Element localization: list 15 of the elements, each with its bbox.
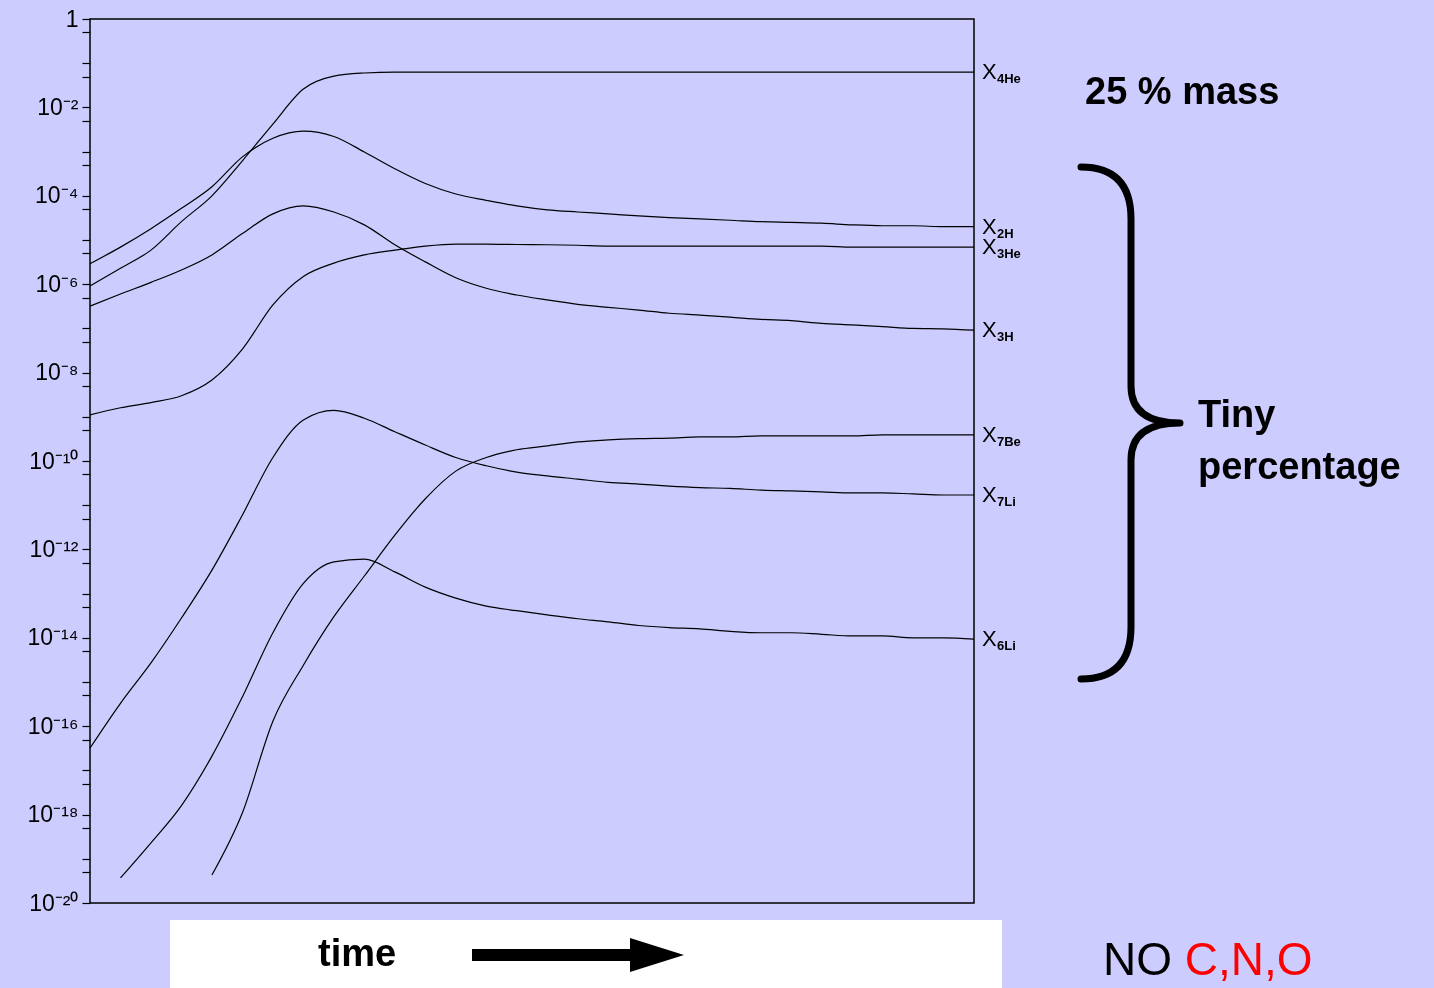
y-tick-label: 10⁻² xyxy=(37,93,79,120)
x-axis-title: time xyxy=(318,932,397,975)
y-tick-label: 10⁻⁶ xyxy=(35,270,79,297)
y-tick-label: 10⁻¹⁸ xyxy=(27,801,79,828)
y-tick-label: 10⁻⁴ xyxy=(35,182,79,209)
y-tick-label: 10⁻¹⁶ xyxy=(27,712,79,739)
y-tick-label: 10⁻¹⁰ xyxy=(29,447,79,474)
y-tick-label: 10⁻²⁰ xyxy=(29,889,79,916)
y-tick-label: 10⁻¹² xyxy=(29,535,79,562)
y-tick-label: 10⁻¹⁴ xyxy=(27,624,79,651)
y-tick-label: 1 xyxy=(65,5,79,32)
text: NO C,N,O xyxy=(1103,933,1313,985)
y-tick-label: 10⁻⁸ xyxy=(35,359,79,386)
text: 25 % mass xyxy=(1085,70,1281,113)
text: Tiny percentage xyxy=(1198,392,1402,489)
